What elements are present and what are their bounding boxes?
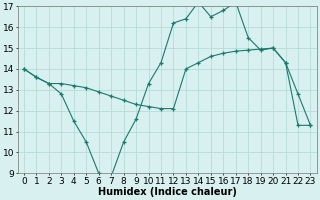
X-axis label: Humidex (Indice chaleur): Humidex (Indice chaleur) <box>98 187 237 197</box>
